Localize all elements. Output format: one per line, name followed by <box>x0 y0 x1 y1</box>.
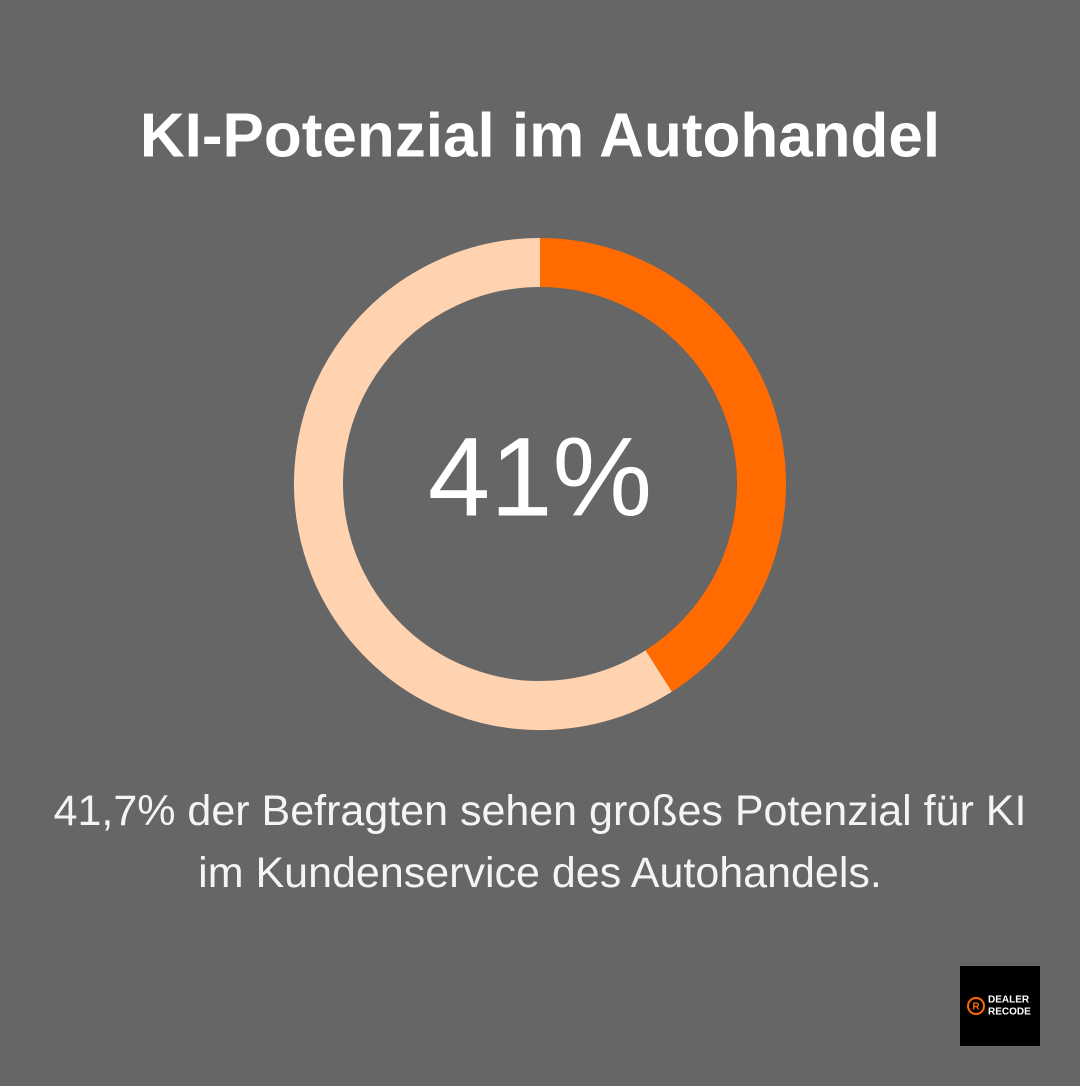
logo-icon: R <box>972 1002 980 1013</box>
logo-text: DEALER <box>988 995 1030 1006</box>
logo-text: RECODE <box>988 1007 1031 1018</box>
chart-title: KI-Potenzial im Autohandel <box>140 101 940 170</box>
center-value-label: 41% <box>428 415 652 540</box>
logo-box <box>960 966 1040 1046</box>
donut-segment <box>539 238 786 692</box>
logo-icon-ring <box>967 997 985 1015</box>
description: 41,7% der Befragten sehen großes Potenzi… <box>53 787 1027 897</box>
donut-segment <box>294 238 672 730</box>
donut <box>294 238 786 730</box>
